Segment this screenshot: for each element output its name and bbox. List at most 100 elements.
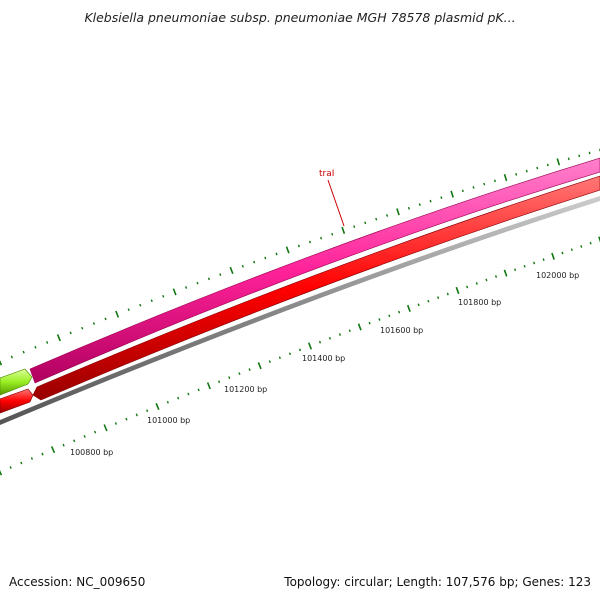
ruler-tick-mark (570, 248, 573, 252)
ruler-tick-mark (197, 388, 200, 392)
topology-summary: Topology: circular; Length: 107,576 bp; … (284, 575, 591, 589)
outer-tick-mark (429, 199, 432, 203)
outer-tick-mark (375, 217, 378, 221)
ruler-tick-mark (398, 310, 401, 314)
gene-arrow-forward-adjacent[interactable] (0, 368, 33, 396)
outer-tick-mark (525, 169, 528, 173)
ruler-tick-mark (437, 296, 440, 299)
ruler-tick-mark (187, 392, 190, 396)
ruler-label: 101400 bp (302, 354, 345, 363)
ruler-label: 102000 bp (536, 271, 579, 280)
outer-tick-mark (461, 189, 464, 193)
accession-text: Accession: NC_009650 (9, 575, 146, 589)
outer-tick-mark (139, 303, 142, 307)
ruler-label: 101200 bp (224, 385, 267, 394)
gene-arrow-trai[interactable] (29, 157, 600, 384)
outer-tick-mark (546, 163, 549, 167)
outer-tick-mark (364, 221, 367, 225)
outer-tick-ring (0, 148, 600, 366)
ruler-tick-mark (307, 342, 313, 350)
outer-tick-mark (219, 273, 222, 277)
ruler-tick-mark (378, 318, 381, 321)
ruler-tick-mark (257, 362, 262, 370)
outer-tick-mark (450, 190, 454, 198)
outer-tick-mark (396, 208, 400, 216)
ruler-tick-mark (238, 372, 241, 375)
gene-arrow-reverse-main[interactable] (32, 175, 600, 401)
ruler-tick-mark (177, 396, 180, 400)
ruler-label: 101800 bp (458, 298, 501, 307)
ruler-tick-mark (135, 413, 138, 417)
backbone-circle (0, 196, 600, 425)
ruler-tick-mark (388, 314, 391, 318)
ruler-tick-mark (268, 360, 271, 364)
gene-label-leader (327, 179, 345, 227)
ruler-tick-mark (62, 443, 65, 447)
outer-tick-mark (0, 360, 3, 366)
ruler-tick-mark (475, 282, 478, 285)
outer-tick-mark (556, 158, 561, 166)
outer-tick-mark (285, 246, 290, 254)
ruler-tick-mark (427, 299, 430, 303)
ruler-tick-mark (93, 430, 97, 434)
ruler-tick-mark (494, 275, 498, 278)
outer-tick-mark (440, 196, 443, 200)
ruler-tick-mark (50, 446, 56, 454)
ruler-tick-mark (485, 278, 488, 282)
ruler-tick-mark (503, 269, 508, 277)
outer-tick-mark (241, 264, 244, 268)
outer-tick-mark (185, 286, 188, 289)
ruler-tick-mark (288, 352, 292, 356)
gene-label-trai[interactable]: traI (319, 169, 334, 179)
ruler-tick-mark (318, 340, 322, 344)
ruler-tick-mark (103, 424, 108, 432)
outer-tick-mark (503, 173, 508, 182)
outer-tick-mark (515, 172, 518, 176)
outer-tick-mark (536, 166, 539, 170)
outer-tick-mark (407, 206, 410, 210)
ruler-tick-mark (278, 356, 281, 360)
ruler-tick-mark (533, 261, 536, 265)
outer-tick-mark (253, 260, 256, 264)
outer-tick-mark (196, 281, 199, 285)
ruler-tick-mark (446, 292, 449, 296)
outer-tick-mark (483, 182, 486, 186)
outer-tick-mark (104, 317, 107, 321)
ruler-tick-mark (348, 329, 351, 333)
outer-tick-mark (150, 299, 153, 303)
ruler-tick-mark (73, 439, 76, 443)
ruler-tick-mark (20, 461, 23, 465)
outer-tick-mark (56, 334, 61, 342)
outer-tick-mark (386, 214, 389, 217)
outer-tick-mark (308, 240, 312, 244)
outer-tick-mark (69, 331, 72, 335)
outer-tick-mark (34, 345, 37, 349)
outer-tick-mark (493, 179, 496, 183)
map-title: Klebsiella pneumoniae subsp. pneumoniae … (84, 10, 516, 25)
outer-tick-mark (172, 288, 177, 296)
ruler-tick-mark (561, 251, 564, 255)
outer-tick-mark (207, 277, 210, 281)
ruler-tick-mark (298, 348, 302, 352)
ruler-tick-mark (9, 466, 12, 469)
ruler-tick-mark (248, 368, 251, 371)
ruler-tick-mark (542, 258, 545, 261)
ruler-tick-mark (30, 457, 34, 460)
ruler-tick-mark (206, 382, 211, 390)
ruler-tick-mark (357, 323, 362, 331)
outer-tick-mark (162, 294, 165, 298)
ruler-tick-mark (514, 268, 517, 272)
ruler-label: 101600 bp (380, 326, 423, 335)
ruler-tick-mark (598, 236, 600, 243)
ruler-tick-mark (455, 286, 460, 295)
ruler-tick-mark (83, 435, 86, 438)
gene-arrow-reverse-left[interactable] (0, 388, 34, 414)
ruler-tick-mark (338, 333, 341, 336)
ruler-tick-mark (328, 336, 332, 340)
outer-tick-mark (10, 355, 13, 359)
outer-tick-mark (353, 225, 356, 228)
outer-tick-mark (297, 244, 300, 248)
ruler-tick-mark (218, 380, 221, 384)
ruler-tick-mark (166, 400, 169, 404)
